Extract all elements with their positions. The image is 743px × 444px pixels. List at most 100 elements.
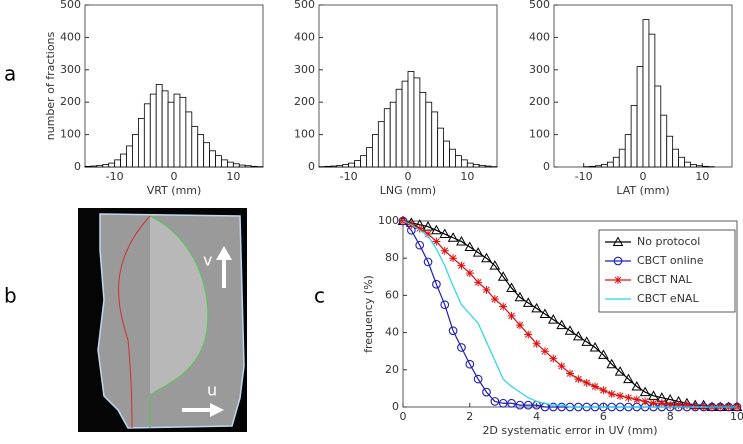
bar xyxy=(336,164,344,168)
marker xyxy=(423,257,433,267)
x-tick-label: 0 xyxy=(640,170,647,183)
y-tick-label: 20 xyxy=(385,363,399,376)
marker xyxy=(447,232,459,242)
marker xyxy=(547,314,559,324)
x-tick-label: -10 xyxy=(340,170,358,183)
marker xyxy=(606,358,618,369)
marker xyxy=(431,224,442,235)
bar xyxy=(589,165,596,168)
bar xyxy=(342,164,350,168)
bar xyxy=(173,93,181,168)
bar xyxy=(460,159,468,168)
bar xyxy=(696,165,703,168)
y-tick-label: 200 xyxy=(529,95,550,108)
bar xyxy=(437,127,444,168)
bar xyxy=(618,148,626,168)
legend-label: No protocol xyxy=(637,235,700,248)
x-axis-label: 2D systematic error in UV (mm) xyxy=(482,424,657,437)
y-tick-label: 40 xyxy=(385,326,399,339)
x-tick-label: 0 xyxy=(171,170,178,183)
bar xyxy=(90,165,98,168)
bar xyxy=(250,165,258,168)
marker xyxy=(499,302,508,311)
marker xyxy=(465,269,474,278)
x-tick-label: 0 xyxy=(405,170,412,183)
x-tick-label: 0 xyxy=(400,410,407,423)
marker xyxy=(482,387,491,397)
marker xyxy=(432,279,441,289)
bar xyxy=(137,118,145,168)
marker xyxy=(632,395,641,404)
legend-box xyxy=(598,229,736,313)
marker xyxy=(507,398,516,408)
bar xyxy=(155,83,163,168)
marker xyxy=(674,401,683,410)
marker xyxy=(449,254,458,263)
bar xyxy=(120,153,127,168)
marker xyxy=(614,366,626,376)
bar xyxy=(431,111,439,168)
marker xyxy=(666,401,675,410)
y-tick-label: 100 xyxy=(60,128,81,141)
y-tick-label: 300 xyxy=(60,63,81,76)
series-line xyxy=(402,220,737,408)
marker xyxy=(490,295,499,304)
marker xyxy=(515,321,524,330)
y-tick-label: 200 xyxy=(60,95,81,108)
marker xyxy=(474,278,483,287)
y-tick-label: 80 xyxy=(385,251,399,264)
bar xyxy=(601,164,608,168)
legend: No protocol CBCT online CBCT NAL CBCT eNAL xyxy=(598,229,736,313)
marker xyxy=(614,276,622,284)
bar xyxy=(389,101,397,168)
marker xyxy=(548,402,558,412)
marker xyxy=(465,359,475,369)
y-tick-label: 400 xyxy=(60,30,81,43)
marker xyxy=(581,336,593,346)
y-tick-label: 100 xyxy=(378,214,399,227)
y-tick-label: 100 xyxy=(294,128,315,141)
marker xyxy=(639,386,651,397)
marker xyxy=(440,246,449,255)
bar xyxy=(143,103,151,168)
marker xyxy=(539,308,551,318)
marker xyxy=(556,319,568,330)
marker xyxy=(457,343,466,352)
marker xyxy=(540,347,549,356)
x-axis-label: LAT (mm) xyxy=(616,184,669,197)
bar xyxy=(371,134,379,168)
y-axis-label: number of fractions xyxy=(44,31,57,140)
y-tick-label: 0 xyxy=(308,160,315,173)
bar xyxy=(330,165,338,168)
bar xyxy=(244,165,252,168)
legend-label: CBCT online xyxy=(637,254,704,267)
bar xyxy=(648,33,656,168)
bar xyxy=(185,111,193,168)
bar xyxy=(413,77,421,168)
marker xyxy=(439,228,451,239)
y-axis-label: frequency (%) xyxy=(362,275,375,353)
arrow-head xyxy=(210,403,224,417)
bar xyxy=(701,165,709,168)
marker xyxy=(415,224,424,233)
photo: v u xyxy=(78,208,247,432)
x-tick-label: 6 xyxy=(600,410,607,423)
bar xyxy=(348,162,355,168)
marker xyxy=(424,230,433,239)
panel-label: a xyxy=(4,62,16,86)
marker xyxy=(481,252,492,263)
image-label: u xyxy=(207,381,217,400)
marker xyxy=(589,341,601,352)
bar xyxy=(630,105,638,168)
bar xyxy=(449,148,456,168)
bar xyxy=(360,155,367,168)
marker xyxy=(440,300,450,310)
marker xyxy=(631,381,643,391)
bar xyxy=(407,71,415,168)
bar xyxy=(612,156,620,168)
marker xyxy=(448,326,458,336)
bar xyxy=(455,155,462,168)
marker xyxy=(591,382,600,391)
x-tick-label: -10 xyxy=(106,170,124,183)
